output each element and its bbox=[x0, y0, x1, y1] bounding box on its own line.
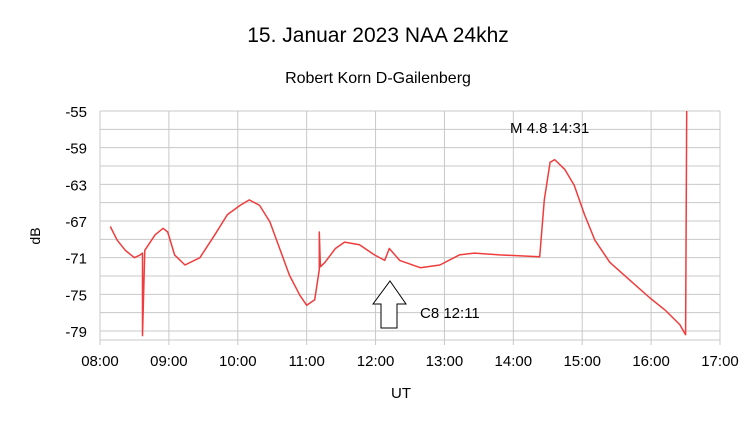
y-tick-label: -67 bbox=[65, 214, 87, 231]
x-tick-label: 14:00 bbox=[495, 353, 533, 370]
x-tick-label: 08:00 bbox=[81, 353, 119, 370]
x-axis-ticks: 08:00 09:00 10:00 11:00 12:00 13:00 14:00 15:00… bbox=[81, 353, 739, 370]
y-axis-label: dB bbox=[27, 227, 43, 244]
x-tick-label: 13:00 bbox=[426, 353, 464, 370]
annotation-c-flare: C8 12:11 bbox=[420, 305, 480, 322]
x-tick-label: 15:00 bbox=[563, 353, 601, 370]
x-tick-label: 09:00 bbox=[150, 353, 188, 370]
chart-subtitle: Robert Korn D-Gailenberg bbox=[285, 70, 471, 87]
grid bbox=[99, 110, 721, 345]
y-tick-label: -63 bbox=[65, 177, 87, 194]
x-tick-label: 12:00 bbox=[357, 353, 395, 370]
x-tick-label: 17:00 bbox=[701, 353, 739, 370]
series-line bbox=[109, 110, 688, 337]
x-tick-label: 11:00 bbox=[288, 353, 324, 370]
chart-title: 15. Januar 2023 NAA 24khz bbox=[247, 24, 509, 47]
up-arrow-icon bbox=[372, 280, 407, 329]
x-axis-label: UT bbox=[391, 385, 411, 402]
y-tick-label: -59 bbox=[65, 141, 87, 158]
y-tick-label: -71 bbox=[65, 251, 87, 268]
y-tick-label: -55 bbox=[65, 104, 87, 121]
y-tick-label: -79 bbox=[65, 324, 87, 341]
x-tick-label: 10:00 bbox=[219, 353, 257, 370]
annotation-m-flare: M 4.8 14:31 bbox=[510, 120, 589, 137]
y-axis-ticks: -55 -59 -63 -67 -71 -75 -79 bbox=[65, 104, 87, 341]
x-tick-label: 16:00 bbox=[632, 353, 670, 370]
y-tick-label: -75 bbox=[65, 287, 87, 304]
